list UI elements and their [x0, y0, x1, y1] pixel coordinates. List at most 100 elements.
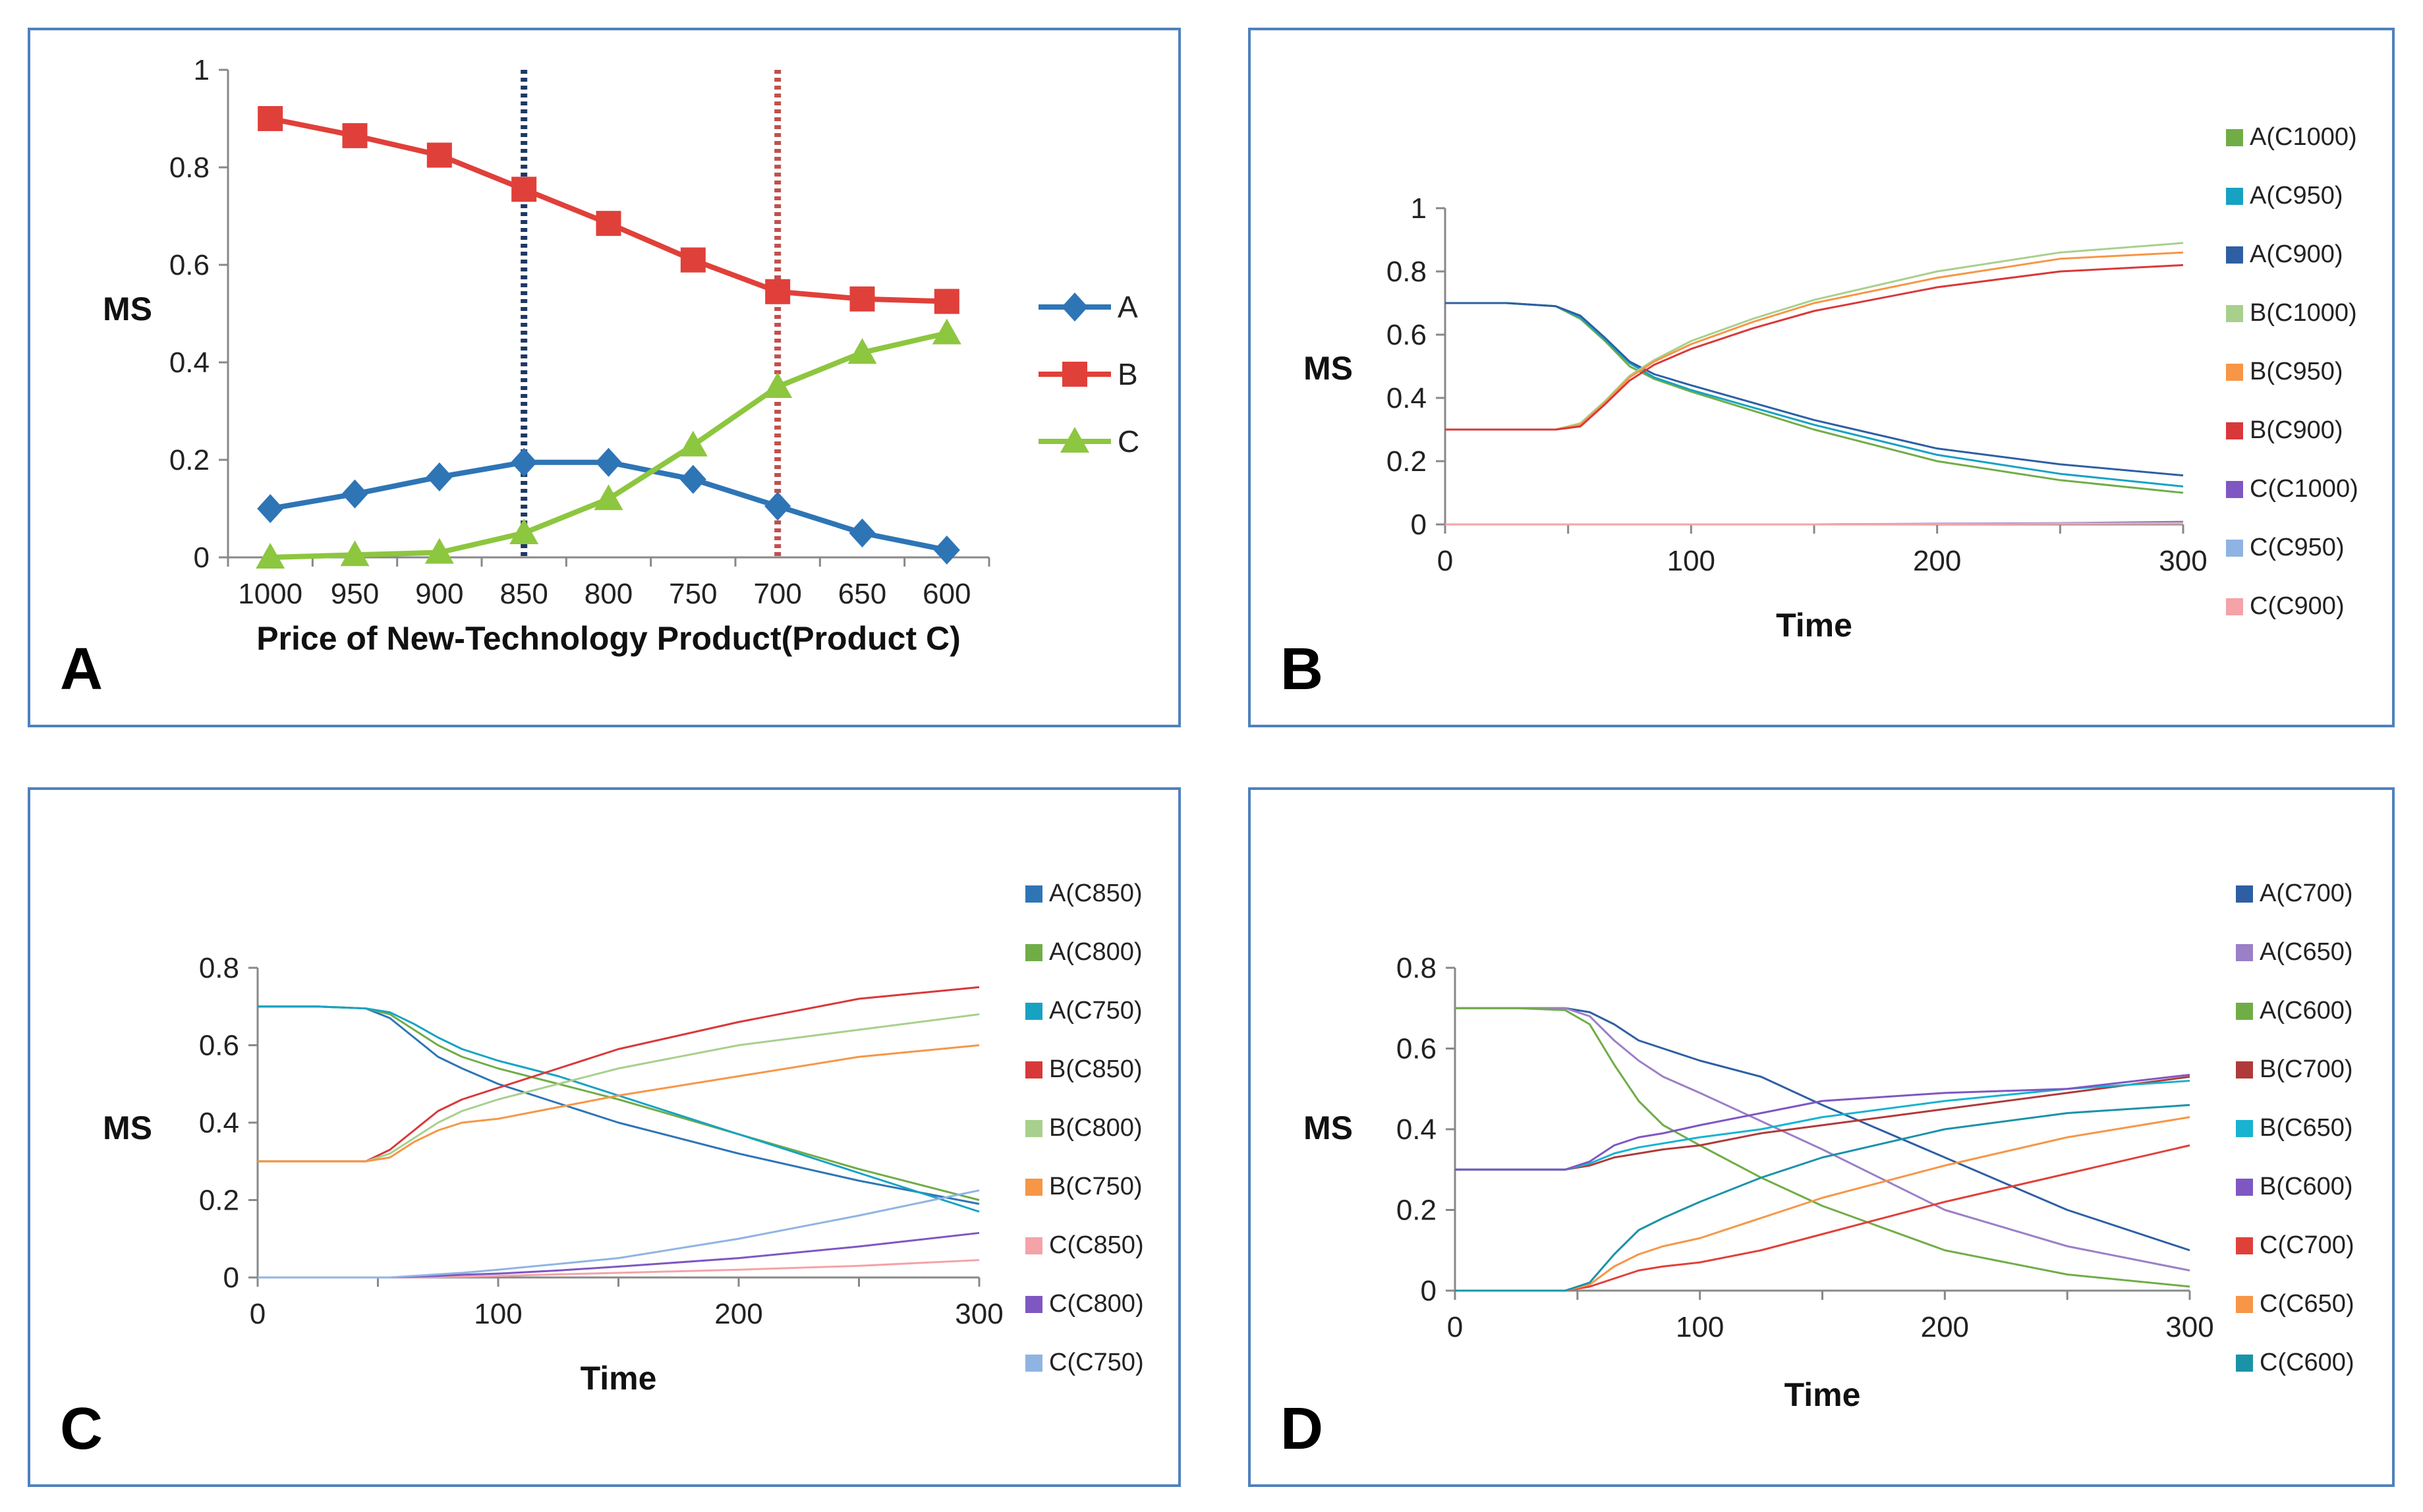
x-tick-label-c: 0	[250, 1298, 266, 1330]
data-point-a	[849, 286, 875, 312]
y-axis-title-b: MS	[1303, 350, 1353, 387]
series-d-B(C600)	[1455, 1073, 2190, 1171]
legend-swatch-c	[1025, 1355, 1042, 1372]
series-line-d	[1455, 1144, 2190, 1292]
series-b-B(C950)	[1445, 251, 2184, 431]
y-axis-title-c: MS	[103, 1109, 152, 1146]
data-point-a	[932, 318, 961, 345]
data-point-a	[679, 464, 706, 494]
legend-label-b: B(C900)	[2250, 416, 2343, 444]
legend-swatch-d	[2236, 1179, 2253, 1196]
panel-label-a: A	[60, 636, 103, 702]
x-tick-label-d: 0	[1447, 1311, 1463, 1343]
series-line-c	[258, 1005, 980, 1205]
legend-label-a: C	[1118, 424, 1139, 459]
series-c-C(C750)	[258, 1189, 980, 1279]
x-axis-title-b: Time	[1776, 607, 1852, 644]
legend-label-c: C(C750)	[1049, 1349, 1144, 1376]
panel-d: 0 0.2 0.4 0.6 0.8 0 100 200 300 A(C700) A(C650) A(C…	[1248, 787, 2395, 1487]
legend-swatch-c	[1025, 885, 1042, 903]
y-tick-label-b: 0.2	[1386, 445, 1427, 478]
data-point-a	[678, 430, 708, 457]
legend-swatch-b	[2226, 422, 2243, 439]
series-d-C(C700)	[1455, 1144, 2190, 1292]
legend-label-b: B(C950)	[2250, 358, 2343, 385]
legend-label-b: A(C1000)	[2250, 123, 2357, 151]
legend-label-d: B(C650)	[2260, 1114, 2353, 1142]
legend-label-d: A(C700)	[2260, 880, 2353, 907]
series-line-d	[1455, 1116, 2190, 1292]
data-point-a	[765, 279, 791, 304]
legend-marker-a	[1062, 293, 1088, 322]
data-point-a	[340, 540, 370, 567]
legend-swatch-d	[2236, 1120, 2253, 1137]
chart-c: 0 0.2 0.4 0.6 0.8 0 100 200 300 A(C850) A(C800) A(C…	[60, 880, 1144, 1462]
x-axis-title-c: Time	[581, 1360, 657, 1397]
x-tick-label-a: 950	[331, 578, 379, 610]
legend-marker-a	[1062, 362, 1087, 387]
y-tick-label-c: 0.4	[199, 1107, 239, 1139]
data-point-a	[933, 535, 960, 565]
y-tick-label-a: 1	[194, 54, 210, 86]
chart-b: 0 0.2 0.4 0.6 0.8 1 0 100 200 300 A(C1000) A(C950) A…	[1280, 123, 2358, 702]
series-c-B(C750)	[258, 1044, 980, 1163]
series-a-C	[256, 318, 961, 569]
legend-swatch-b	[2226, 364, 2243, 381]
legend-label-a: B	[1118, 357, 1138, 391]
data-point-a	[764, 491, 791, 521]
legend-label-c: B(C850)	[1049, 1055, 1143, 1083]
data-point-a	[847, 338, 877, 364]
series-line-d	[1455, 1007, 2190, 1288]
legend-label-b: A(C950)	[2250, 182, 2343, 210]
legend-label-d: C(C600)	[2260, 1349, 2354, 1376]
legend-label-d: A(C600)	[2260, 997, 2353, 1024]
legend-label-d: A(C650)	[2260, 938, 2353, 966]
data-point-a	[258, 106, 283, 131]
data-point-a	[341, 479, 368, 509]
legend-swatch-c	[1025, 1296, 1042, 1313]
y-axis-title-a: MS	[103, 291, 152, 327]
data-point-a	[934, 289, 959, 314]
x-tick-label-b: 300	[2159, 545, 2207, 577]
legend-swatch-d	[2236, 944, 2253, 961]
x-axis-title-d: Time	[1784, 1376, 1861, 1413]
series-c-C(C850)	[258, 1259, 980, 1279]
y-tick-label-c: 0.6	[199, 1030, 239, 1062]
series-c-B(C850)	[258, 986, 980, 1163]
series-line-a	[270, 116, 947, 304]
x-tick-label-a: 900	[415, 578, 463, 610]
legend-swatch-d	[2236, 885, 2253, 903]
data-point-a	[426, 142, 452, 168]
series-line-d	[1455, 1007, 2190, 1272]
x-tick-label-c: 100	[474, 1298, 522, 1330]
data-point-a	[763, 372, 793, 398]
y-tick-label-d: 0.6	[1396, 1033, 1437, 1065]
legend-label-b: C(C1000)	[2250, 475, 2358, 503]
series-d-C(C600)	[1455, 1104, 2190, 1292]
chart-a: 0 0.2 0.4 0.6 0.8 1 1000 950 900 850 800 750 700 650 6…	[60, 54, 1139, 702]
x-tick-label-a: 650	[838, 578, 886, 610]
series-line-c	[258, 1231, 980, 1279]
legend-swatch-c	[1025, 1179, 1042, 1196]
x-tick-label-a: 700	[753, 578, 801, 610]
legend-swatch-b	[2226, 246, 2243, 264]
series-line-c	[258, 1044, 980, 1163]
data-point-a	[594, 484, 623, 511]
legend-swatch-c	[1025, 1003, 1042, 1020]
y-tick-label-a: 0	[194, 542, 210, 574]
data-point-a	[595, 447, 622, 477]
legend-swatch-b	[2226, 540, 2243, 557]
y-tick-label-d: 0.4	[1396, 1113, 1437, 1146]
legend-label-d: C(C700)	[2260, 1231, 2354, 1259]
series-line-d	[1455, 1007, 2190, 1252]
y-tick-label-d: 0.8	[1396, 952, 1437, 984]
series-line-d	[1455, 1075, 2190, 1171]
y-tick-label-d: 0.2	[1396, 1194, 1437, 1227]
series-c-A(C800)	[258, 1005, 980, 1201]
series-c-B(C800)	[258, 1013, 980, 1163]
chart-d: 0 0.2 0.4 0.6 0.8 0 100 200 300 A(C700) A(C650) A(C…	[1280, 880, 2354, 1462]
x-tick-label-d: 200	[1921, 1311, 1969, 1343]
x-tick-label-a: 800	[584, 578, 633, 610]
y-tick-label-b: 0.8	[1386, 256, 1427, 288]
data-point-a	[849, 518, 876, 547]
